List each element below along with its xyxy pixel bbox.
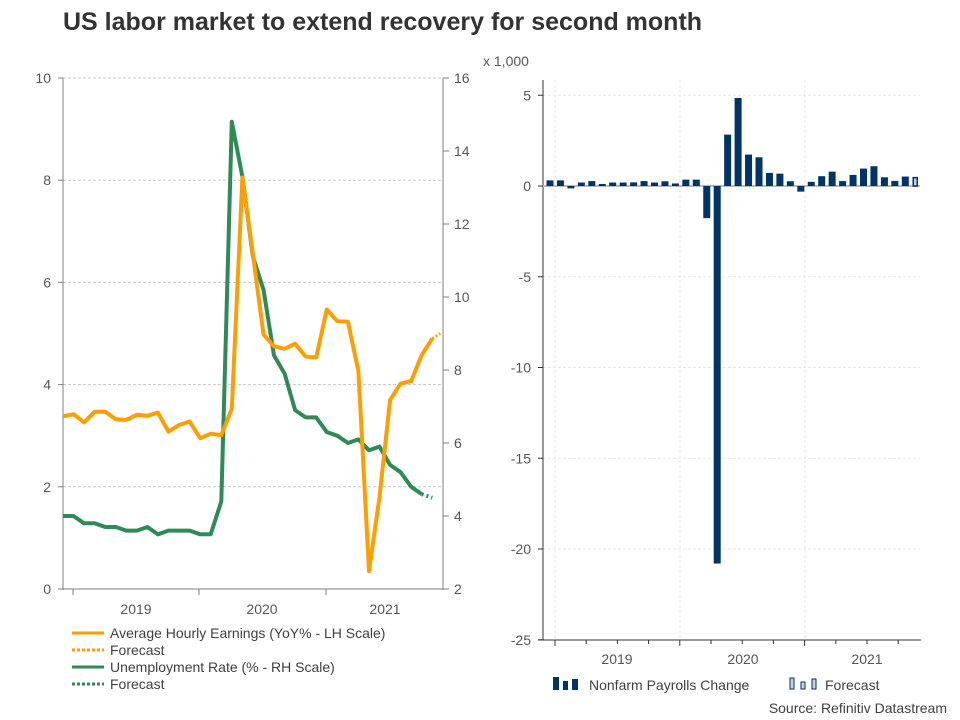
unit-label: x 1,000 xyxy=(483,53,529,69)
payrolls-bar xyxy=(682,179,690,186)
right-legend: Nonfarm Payrolls Change Forecast xyxy=(553,677,880,693)
payrolls-bar xyxy=(671,183,679,186)
payrolls-bar xyxy=(588,181,596,186)
payrolls-forecast-bar xyxy=(912,176,918,187)
legend-swatch-forecast-1 xyxy=(789,677,795,690)
right-y-tick-label: 2 xyxy=(454,581,462,597)
legend-swatch-payrolls-2 xyxy=(563,681,568,690)
right-y-tick-label: 12 xyxy=(454,216,470,232)
payrolls-bar xyxy=(786,181,794,186)
left-x-tick-label: 2020 xyxy=(246,601,277,617)
payrolls-bar xyxy=(567,186,575,189)
payrolls-bar xyxy=(870,166,878,186)
legend-label-unemployment: Unemployment Rate (% - RH Scale) xyxy=(110,659,335,675)
payrolls-bar xyxy=(818,176,826,186)
payrolls-bar xyxy=(745,154,753,186)
right-y-tick-label: 10 xyxy=(454,289,470,305)
payrolls-bar xyxy=(724,134,732,186)
payrolls-bar xyxy=(849,174,857,186)
payrolls-bar xyxy=(630,182,638,186)
right-chart: x 1,000 5 0 -5 -10 -15 -20 -25 2019 2020 2021 No… xyxy=(483,53,947,716)
left-x-tick-label: 2021 xyxy=(369,601,400,617)
right-y-tick-label: 14 xyxy=(454,143,470,159)
payrolls-bar xyxy=(755,157,763,186)
legend-label-payrolls: Nonfarm Payrolls Change xyxy=(589,677,750,693)
payrolls-bar xyxy=(661,181,669,186)
payrolls-bar xyxy=(609,182,617,186)
payrolls-bar xyxy=(839,181,847,186)
left-legend: Average Hourly Earnings (YoY% - LH Scale… xyxy=(72,625,385,692)
legend-swatch-payrolls-1 xyxy=(553,677,559,690)
payrolls-bar xyxy=(703,186,711,219)
payrolls-bar xyxy=(765,172,773,186)
payrolls-bar xyxy=(891,180,899,186)
bar-x-tick-label: 2020 xyxy=(727,651,758,667)
left-y-tick-label: 0 xyxy=(43,581,51,597)
bar-y-tick-label: -5 xyxy=(519,269,532,285)
payrolls-bar xyxy=(713,186,721,564)
payrolls-bar xyxy=(598,184,606,187)
payrolls-bar xyxy=(692,179,700,186)
bar-x-tick-label: 2021 xyxy=(851,651,882,667)
unemployment-forecast-line xyxy=(421,492,433,500)
payrolls-bar xyxy=(619,182,627,186)
legend-label-forecast: Forecast xyxy=(825,677,880,693)
payrolls-bar xyxy=(651,182,658,186)
payrolls-bar xyxy=(828,171,836,186)
legend-label-earnings: Average Hourly Earnings (YoY% - LH Scale… xyxy=(110,625,385,641)
bar-y-tick-label: 0 xyxy=(523,178,531,194)
left-y-tick-label: 10 xyxy=(35,70,51,86)
right-y-tick-label: 8 xyxy=(454,362,462,378)
payrolls-bar xyxy=(556,180,564,186)
earnings-forecast-line xyxy=(431,332,442,340)
payrolls-bar xyxy=(776,173,784,186)
payrolls-bar xyxy=(901,176,909,186)
payrolls-bar xyxy=(734,97,742,186)
left-x-tick-label: 2019 xyxy=(120,601,151,617)
right-y-tick-label: 4 xyxy=(454,508,462,524)
legend-swatch-forecast-2 xyxy=(800,681,806,690)
left-y-tick-label: 2 xyxy=(43,479,51,495)
payrolls-bar xyxy=(546,180,554,186)
bar-y-tick-label: -20 xyxy=(511,541,531,557)
right-y-tick-label: 6 xyxy=(454,435,462,451)
right-gridlines xyxy=(543,80,920,640)
left-chart: 0 2 4 6 8 10 2 4 6 8 10 12 14 16 2019 2020 2021 Averag… xyxy=(35,70,469,692)
payrolls-bar xyxy=(640,181,648,186)
bar-y-tick-label: -25 xyxy=(511,632,531,648)
payrolls-bar xyxy=(880,177,888,186)
left-y-tick-label: 8 xyxy=(43,172,51,188)
payrolls-bar xyxy=(860,168,867,186)
bar-y-tick-label: 5 xyxy=(523,87,531,103)
legend-swatch-payrolls-3 xyxy=(572,679,578,690)
left-y-tick-label: 6 xyxy=(43,274,51,290)
earnings-line xyxy=(62,175,434,574)
right-y-tick-label: 16 xyxy=(454,70,470,86)
source-note: Source: Refinitiv Datastream xyxy=(769,700,947,716)
bar-y-tick-label: -10 xyxy=(511,360,531,376)
legend-label-earnings-forecast: Forecast xyxy=(110,642,165,658)
payrolls-bar xyxy=(577,182,585,186)
payrolls-bar xyxy=(797,186,805,192)
legend-label-unemployment-forecast: Forecast xyxy=(110,676,165,692)
chart-title: US labor market to extend recovery for s… xyxy=(63,8,703,36)
bar-y-tick-label: -15 xyxy=(511,450,531,466)
bar-x-tick-label: 2019 xyxy=(601,651,632,667)
payrolls-bar xyxy=(807,181,815,186)
left-y-tick-label: 4 xyxy=(43,377,51,393)
legend-swatch-forecast-3 xyxy=(811,678,817,690)
